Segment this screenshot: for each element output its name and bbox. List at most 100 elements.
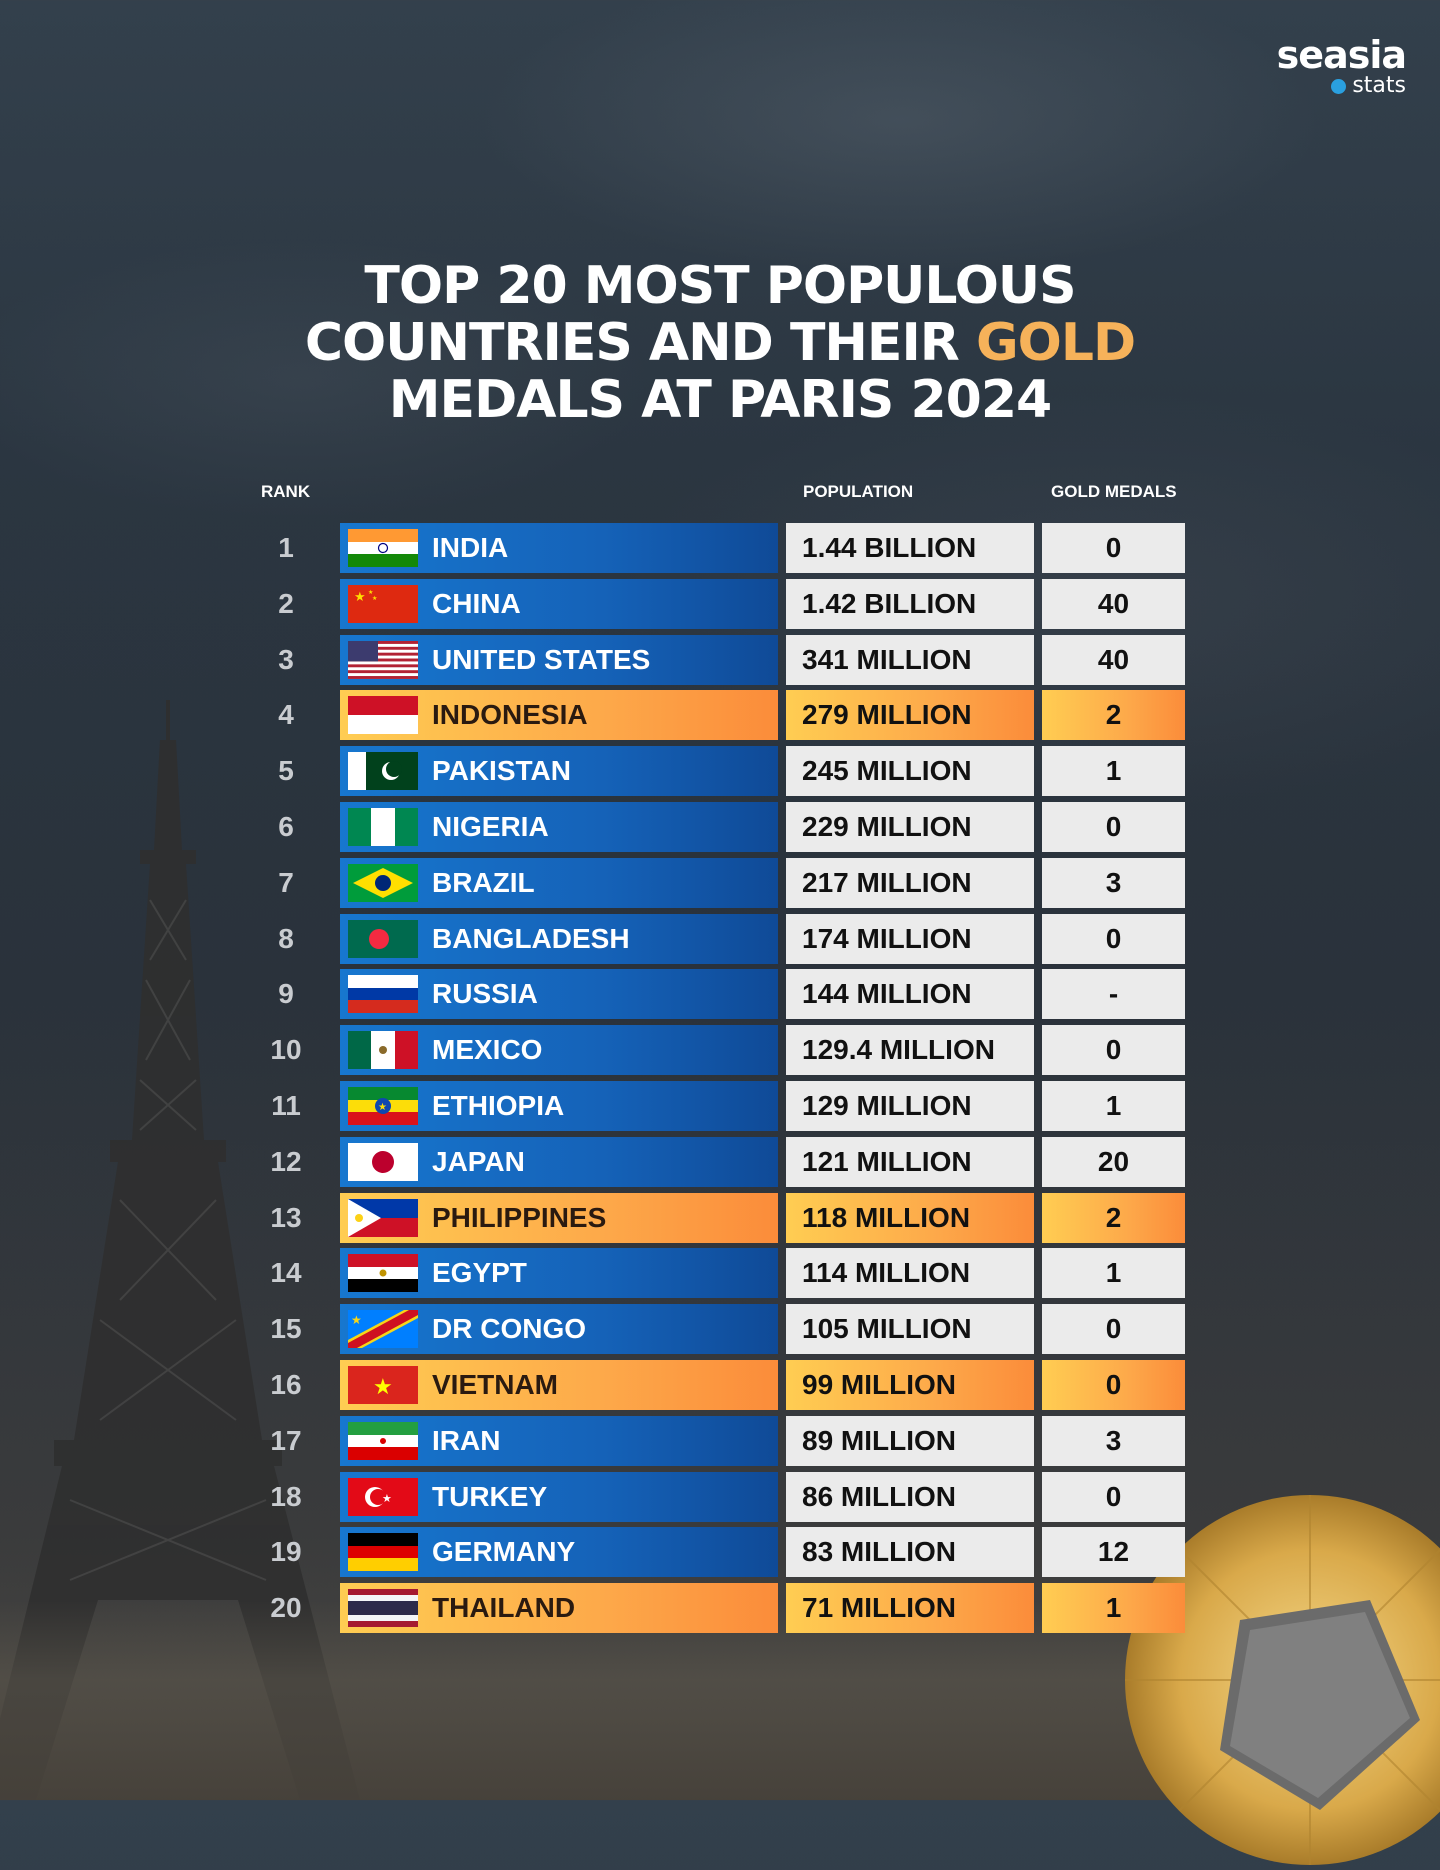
logo-dot-icon (1331, 78, 1347, 94)
svg-text:★: ★ (372, 595, 377, 602)
country-cell: ★ VIETNAM (340, 1360, 778, 1410)
country-cell: NIGERIA (340, 802, 778, 852)
gold-medals-cell: 1 (1042, 1248, 1185, 1299)
table-row: 8 BANGLADESH 174 MILLION 0 (0, 913, 1440, 964)
population-cell: 279 MILLION (786, 690, 1034, 741)
svg-text:★: ★ (351, 1313, 362, 1327)
gold-medals-cell: 0 (1042, 1025, 1185, 1076)
country-name: TURKEY (432, 1480, 548, 1512)
rank-cell: 16 (270, 1369, 302, 1400)
rank-cell: 14 (270, 1257, 302, 1289)
country-name: CHINA (432, 587, 521, 619)
country-name: PHILIPPINES (432, 1201, 607, 1233)
country-cell: EGYPT (340, 1248, 778, 1299)
country-cell: BRAZIL (340, 857, 778, 908)
germany-flag-icon (348, 1533, 418, 1572)
country-cell: UNITED STATES (340, 634, 778, 685)
country-name: DR CONGO (432, 1313, 586, 1345)
table-row: 16 ★ VIETNAM 99 MILLION 0 (0, 1360, 1440, 1410)
table-row: 14 EGYPT 114 MILLION 1 (0, 1248, 1440, 1299)
table-row: 1 INDIA 1.44 BILLION 0 (0, 523, 1440, 573)
table-row: 3 UNITED STATES 341 MILLION 40 (0, 634, 1440, 685)
svg-text:★: ★ (373, 1374, 393, 1399)
rank-cell: 12 (270, 1145, 302, 1177)
country-cell: IRAN (340, 1415, 778, 1466)
rank-cell: 4 (278, 699, 294, 731)
country-name: VIETNAM (432, 1369, 558, 1400)
title-line-2-text: COUNTRIES AND THEIR (304, 313, 960, 373)
country-cell: ★ ETHIOPIA (340, 1081, 778, 1131)
table-row: 12 JAPAN 121 MILLION 20 (0, 1136, 1440, 1187)
population-cell: 245 MILLION (786, 746, 1034, 797)
gold-medals-cell: 0 (1042, 1360, 1185, 1410)
table-row: 6 NIGERIA 229 MILLION 0 (0, 802, 1440, 852)
gold-medals-cell: 2 (1042, 690, 1185, 741)
gold-medals-cell: 0 (1042, 1304, 1185, 1355)
rank-cell: 8 (278, 922, 294, 954)
country-name: PAKISTAN (432, 755, 571, 787)
gold-medals-cell: 0 (1042, 523, 1185, 573)
population-cell: 1.44 BILLION (786, 523, 1034, 573)
brand-logo: seasia stats (1276, 33, 1407, 98)
mexico-flag-icon (348, 1031, 418, 1070)
table-row: 7 BRAZIL 217 MILLION 3 (0, 857, 1440, 908)
population-cell: 118 MILLION (786, 1192, 1034, 1243)
population-cell: 217 MILLION (786, 857, 1034, 908)
country-cell: BANGLADESH (340, 913, 778, 964)
rank-cell: 10 (270, 1034, 302, 1066)
svg-text:★: ★ (378, 1102, 387, 1113)
country-name: GERMANY (432, 1536, 576, 1568)
philippines-flag-icon (348, 1198, 418, 1237)
rank-cell: 5 (278, 755, 294, 787)
country-name: UNITED STATES (432, 643, 651, 675)
population-cell: 71 MILLION (786, 1583, 1034, 1634)
country-name: EGYPT (432, 1257, 527, 1289)
population-cell: 144 MILLION (786, 969, 1034, 1020)
country-name: THAILAND (432, 1592, 576, 1624)
country-name: BANGLADESH (432, 922, 630, 954)
country-name: INDIA (432, 532, 509, 563)
population-cell: 99 MILLION (786, 1360, 1034, 1410)
table-row: 4 INDONESIA 279 MILLION 2 (0, 690, 1440, 741)
country-name: MEXICO (432, 1034, 543, 1066)
brazil-flag-icon (348, 863, 418, 902)
table-row: 19 GERMANY 83 MILLION 12 (0, 1527, 1440, 1578)
country-cell: MEXICO (340, 1025, 778, 1076)
rank-cell: 13 (270, 1201, 302, 1233)
title-line-1: TOP 20 MOST POPULOUS (364, 256, 1076, 316)
rank-cell: 6 (278, 811, 294, 842)
gold-medals-cell: 0 (1042, 802, 1185, 852)
gold-medals-cell: 0 (1042, 913, 1185, 964)
table-row: 9 RUSSIA 144 MILLION - (0, 969, 1440, 1020)
population-cell: 86 MILLION (786, 1471, 1034, 1522)
rank-cell: 3 (278, 643, 294, 675)
ethiopia-flag-icon: ★ (348, 1087, 418, 1125)
country-name: JAPAN (432, 1145, 525, 1177)
population-cell: 129.4 MILLION (786, 1025, 1034, 1076)
table-row: 10 MEXICO 129.4 MILLION 0 (0, 1025, 1440, 1076)
svg-text:★: ★ (368, 589, 373, 596)
pakistan-flag-icon (348, 752, 418, 791)
country-cell: ★ DR CONGO (340, 1304, 778, 1355)
gold-medal-illustration (1125, 1495, 1440, 1865)
china-flag-icon: ★ ★★ (348, 584, 418, 623)
rank-cell: 15 (270, 1313, 302, 1345)
rank-cell: 20 (270, 1592, 302, 1624)
population-cell: 129 MILLION (786, 1081, 1034, 1131)
country-cell: ★ ★ ★ CHINA (340, 578, 778, 629)
country-cell: INDONESIA (340, 690, 778, 741)
indonesia-flag-icon (348, 696, 418, 735)
thailand-flag-icon (348, 1589, 418, 1628)
country-name: INDONESIA (432, 699, 588, 731)
usa-flag-icon (348, 640, 418, 679)
country-cell: INDIA (340, 523, 778, 573)
logo-name: seasia (1276, 33, 1407, 77)
svg-text:★: ★ (382, 1493, 392, 1505)
gold-medals-cell: 40 (1042, 578, 1185, 629)
country-name: RUSSIA (432, 978, 538, 1010)
country-cell: THAILAND (340, 1583, 778, 1634)
page-title: TOP 20 MOST POPULOUS COUNTRIES AND THEIR… (0, 258, 1440, 429)
gold-medals-cell: 20 (1042, 1136, 1185, 1187)
rank-cell: 19 (270, 1536, 302, 1568)
country-name: NIGERIA (432, 811, 549, 842)
